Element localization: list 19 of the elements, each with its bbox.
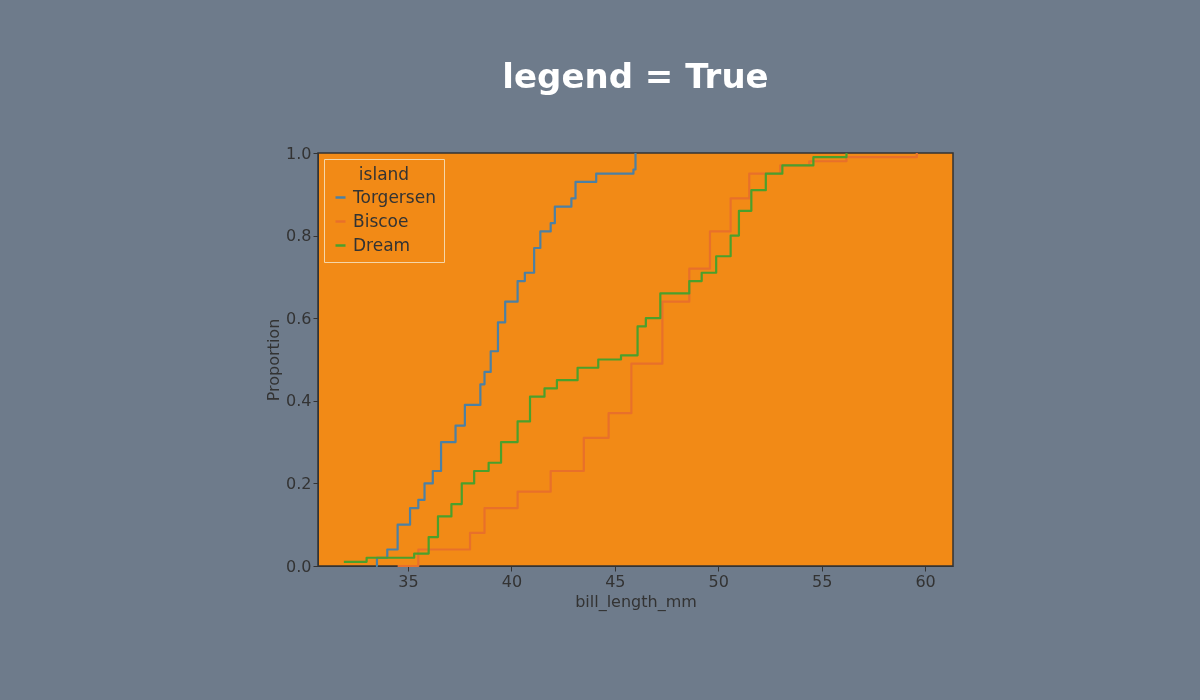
y-axis-title: Proportion — [264, 318, 284, 402]
legend-label: Biscoe — [353, 210, 409, 231]
x-tick-label: 35 — [398, 571, 419, 591]
legend-label: Torgersen — [352, 186, 436, 207]
y-tick-label: 0.4 — [286, 391, 312, 411]
y-tick-label: 1.0 — [286, 143, 312, 163]
x-tick-label: 55 — [811, 571, 833, 591]
y-tick-label: 0.0 — [286, 556, 312, 576]
x-tick-label: 50 — [708, 571, 729, 591]
y-tick-label: 0.2 — [286, 473, 312, 493]
legend-label: Dream — [353, 234, 411, 255]
y-tick-label: 0.8 — [286, 226, 312, 246]
x-tick-label: 45 — [605, 571, 626, 591]
x-tick-label: 60 — [915, 571, 936, 591]
x-tick-label: 40 — [501, 571, 523, 591]
x-axis-title: bill_length_mm — [575, 591, 697, 612]
y-tick-label: 0.6 — [286, 308, 312, 328]
legend-title: island — [358, 164, 410, 184]
chart-title: legend = True — [502, 56, 769, 96]
